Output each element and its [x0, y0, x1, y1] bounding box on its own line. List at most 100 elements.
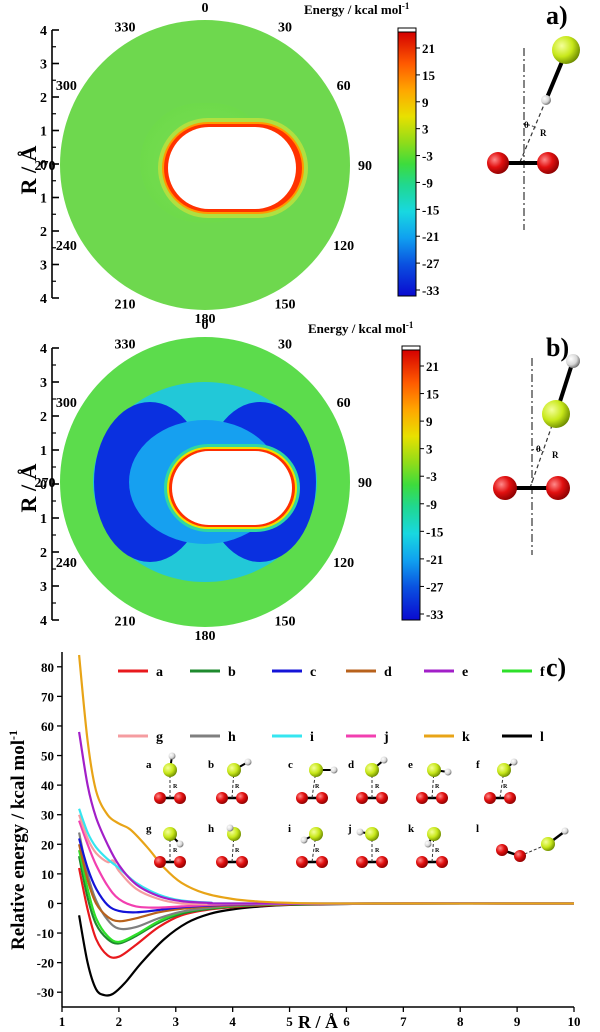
angle-label-30-b: 30 — [278, 337, 292, 352]
x-tick-label-c-8: 9 — [514, 1014, 521, 1029]
colorbar-a: 21 15 9 3 -3 -9 -15 -21 -27 -33 Energy / kcal mol-… — [304, 1, 440, 298]
colorbar-b: 21 15 9 3 -3 -9 -15 -21 -27 -33 Energy / kcal mol-… — [308, 320, 444, 622]
structure-hydrogen-d — [380, 756, 388, 764]
colorbar-tick-label-b-9: -33 — [426, 607, 444, 622]
structure-oxygen-1-g — [154, 856, 166, 868]
radial-tick-label-a-5: 1 — [40, 192, 47, 207]
inset-theta-a: θ — [524, 120, 529, 130]
inset-theta-arc-b — [531, 448, 545, 453]
structure-chlorine-l — [541, 837, 555, 851]
y-axis-label-c: Relative energy / kcal mol-1 — [6, 730, 29, 950]
y-axis-label-b: R / Å — [16, 463, 41, 512]
y-tick-label-c-3: 50 — [41, 749, 54, 764]
structure-r-label-b: R — [235, 784, 240, 790]
colorbar-tick-label-b-3: 3 — [426, 442, 433, 457]
structure-hydrogen-f — [510, 758, 518, 766]
inner-hole-b — [172, 451, 292, 525]
structure-hydrogen-h — [226, 824, 234, 832]
legend-label-k: k — [462, 730, 470, 745]
structure-i: iR — [288, 823, 328, 868]
structure-chlorine-f — [497, 763, 511, 777]
colorbar-title-sup-b: -1 — [406, 320, 414, 330]
structure-chlorine-i — [309, 827, 323, 841]
series-line-e — [78, 731, 575, 905]
radial-tick-label-a-1: 3 — [40, 58, 47, 73]
structure-b: bR — [208, 758, 252, 804]
structure-chlorine-a — [163, 763, 177, 777]
structure-label-e: e — [408, 759, 413, 771]
structure-chlorine-k — [427, 827, 441, 841]
structure-oxygen-1-k — [416, 856, 428, 868]
radial-tick-label-a-2: 2 — [40, 91, 47, 106]
angle-label-240-a: 240 — [56, 239, 77, 254]
x-tick-label-c-1: 2 — [116, 1014, 123, 1029]
legend-label-f: f — [540, 665, 545, 680]
structure-chlorine-b — [227, 763, 241, 777]
structure-j: jR — [347, 823, 388, 868]
radial-tick-label-b-0: 4 — [40, 342, 47, 357]
angle-label-30-a: 30 — [278, 20, 292, 35]
angle-label-120-b: 120 — [333, 556, 354, 571]
structure-g: gR — [146, 823, 186, 868]
colorbar-gradient-a — [397, 31, 417, 297]
structure-chlorine-e — [427, 763, 441, 777]
structure-oxygen-1-b — [216, 792, 228, 804]
colorbar-tick-label-a-1: 15 — [422, 68, 436, 83]
structure-c: cR — [288, 759, 338, 804]
inset-chlorine-b — [542, 400, 570, 428]
legend-label-c: c — [310, 665, 316, 680]
colorbar-title-text-b: Energy / kcal mol — [308, 321, 406, 336]
angle-label-300-a: 300 — [56, 79, 77, 94]
panel-label-c: c) — [546, 653, 566, 682]
structure-chlorine-j — [365, 827, 379, 841]
x-tick-label-c-7: 8 — [457, 1014, 464, 1029]
structure-oxygen-2-g — [174, 856, 186, 868]
inset-r-a: R — [540, 128, 547, 138]
structure-oxygen-1-f — [484, 792, 496, 804]
inset-molecule-a: θ R — [487, 36, 580, 230]
inset-oxygen-right-a — [537, 152, 559, 174]
x-tick-label-c-2: 3 — [173, 1014, 180, 1029]
series-line-k — [78, 654, 575, 905]
colorbar-tick-label-b-1: 15 — [426, 387, 440, 402]
inset-r-b: R — [552, 450, 559, 460]
angle-label-330-a: 330 — [115, 20, 136, 35]
structure-r-label-h: R — [235, 848, 240, 854]
legend-label-d: d — [384, 665, 392, 680]
panel-label-b: b) — [546, 333, 569, 362]
structure-oxygen-1-h — [216, 856, 228, 868]
colorbar-tick-label-b-2: 9 — [426, 414, 433, 429]
structure-oxygen-1-l — [496, 844, 508, 856]
y-tick-label-c-2: 60 — [41, 719, 54, 734]
structure-oxygen-2-c — [316, 792, 328, 804]
structure-label-c: c — [288, 759, 293, 771]
radial-tick-label-b-4: 0 — [40, 478, 47, 493]
structure-oxygen-2-k — [436, 856, 448, 868]
colorbar-tick-label-b-4: -3 — [426, 469, 437, 484]
structure-r-label-a: R — [173, 784, 178, 790]
angle-label-60-b: 60 — [337, 396, 351, 411]
angle-label-210-b: 210 — [115, 615, 136, 630]
colorbar-gradient-b — [401, 349, 421, 621]
y-tick-label-c-4: 40 — [41, 778, 54, 793]
chart-legend-c: a b c d e f g h i j k l — [118, 665, 545, 745]
colorbar-title-sup-a: -1 — [402, 1, 410, 11]
radial-tick-label-b-7: 3 — [40, 580, 47, 595]
angle-label-120-a: 120 — [333, 239, 354, 254]
x-tick-label-c-5: 6 — [343, 1014, 350, 1029]
structure-r-label-j: R — [375, 848, 380, 854]
colorbar-tick-label-a-6: -15 — [422, 202, 440, 217]
structure-f: fR — [476, 758, 518, 804]
radial-tick-label-b-6: 2 — [40, 546, 47, 561]
colorbar-tick-label-b-6: -15 — [426, 524, 444, 539]
colorbar-tick-label-a-9: -33 — [422, 283, 440, 298]
structure-hydrogen-a — [168, 752, 176, 760]
x-axis-label-c: R / Å — [298, 1012, 338, 1032]
structure-oxygen-2-b — [236, 792, 248, 804]
angle-label-60-a: 60 — [337, 79, 351, 94]
structure-oxygen-1-i — [296, 856, 308, 868]
structure-label-l: l — [476, 823, 479, 835]
legend-label-j: j — [383, 730, 389, 745]
